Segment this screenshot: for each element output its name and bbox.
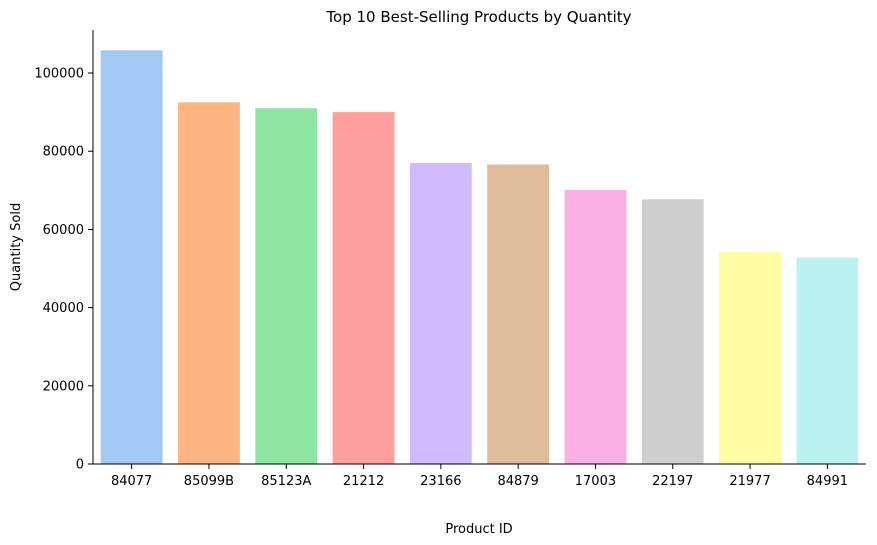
bar-84991 — [796, 257, 859, 464]
y-tick-label: 0 — [76, 458, 84, 473]
y-axis-ticks: 0 20000 40000 60000 80000 100000 — [34, 67, 93, 473]
chart-title: Top 10 Best-Selling Products by Quantity — [325, 8, 631, 26]
bar-21977 — [719, 251, 781, 464]
bars — [100, 50, 859, 465]
x-tick-label: 22197 — [652, 474, 693, 489]
y-tick-label: 80000 — [43, 145, 84, 160]
bar-17003 — [564, 189, 627, 465]
bar-85123A — [255, 108, 318, 464]
x-axis-ticks: 84077 85099B 85123A 21212 23166 84879 17003 221… — [111, 464, 848, 489]
x-tick-label: 85123A — [261, 474, 311, 489]
x-tick-label: 21212 — [343, 474, 384, 489]
x-tick-label: 84879 — [497, 474, 538, 489]
y-tick-label: 100000 — [34, 67, 84, 82]
x-tick-label: 84991 — [807, 474, 848, 489]
x-tick-label: 85099B — [184, 474, 234, 489]
y-axis-label: Quantity Sold — [9, 203, 24, 291]
y-tick-label: 20000 — [43, 379, 84, 394]
y-tick-label: 40000 — [43, 301, 84, 316]
bar-84879 — [487, 164, 550, 464]
bar-21212 — [332, 112, 395, 465]
bar-85099B — [178, 102, 240, 464]
x-axis-label: Product ID — [445, 522, 512, 537]
x-tick-label: 21977 — [729, 474, 770, 489]
bar-23166 — [409, 162, 472, 464]
x-tick-label: 17003 — [575, 474, 616, 489]
y-tick-label: 60000 — [43, 223, 84, 238]
x-tick-label: 84077 — [111, 474, 152, 489]
bar-22197 — [641, 199, 704, 465]
bar-84077 — [100, 50, 163, 464]
x-tick-label: 23166 — [420, 474, 461, 489]
